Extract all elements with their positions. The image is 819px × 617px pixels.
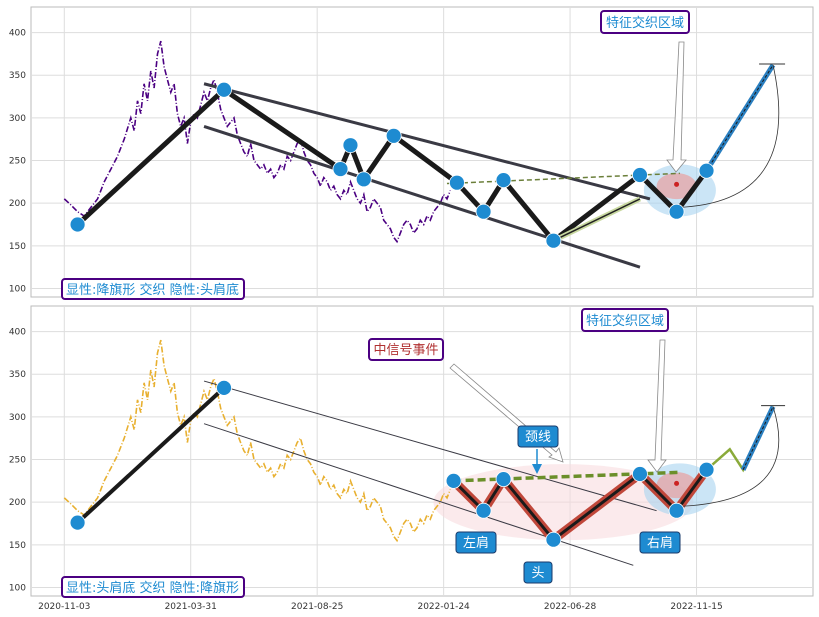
- lower-channel-line: [203, 423, 634, 566]
- y-tick-label: 250: [9, 456, 26, 466]
- intersection-dot: [674, 480, 680, 486]
- pattern-point: [698, 162, 715, 179]
- projection-arc: [676, 406, 780, 507]
- neckline: [453, 470, 680, 483]
- signal-event-box: [368, 338, 444, 361]
- x-tick-label: 2022-01-24: [417, 602, 470, 612]
- pattern-point: [445, 472, 462, 489]
- pattern-point: [475, 203, 492, 220]
- projection-dash: [742, 406, 774, 470]
- annotation-label: 特征交织区域: [606, 15, 684, 31]
- y-tick-label: 400: [9, 328, 26, 338]
- zone-arrow: [647, 339, 667, 473]
- pattern-point: [495, 172, 512, 189]
- annotation-label: 特征交织区域: [586, 313, 664, 329]
- pattern-point: [495, 471, 512, 488]
- pattern-point: [355, 171, 372, 188]
- projection-dash: [706, 64, 774, 172]
- pattern-point: [385, 127, 402, 144]
- intersection-dot: [674, 181, 680, 187]
- x-tick-label: 2021-03-31: [165, 602, 217, 612]
- projection-arc: [676, 64, 780, 208]
- pattern-point: [545, 232, 562, 249]
- neckline-callout: [517, 425, 559, 448]
- pattern-point: [632, 167, 648, 183]
- y-tick-label: 100: [9, 284, 26, 294]
- event-box: [61, 576, 245, 598]
- pattern-point: [632, 466, 648, 482]
- y-tick-label: 400: [9, 29, 26, 39]
- y-tick-label: 250: [9, 157, 26, 167]
- plot-area: [30, 6, 814, 298]
- pattern-point: [668, 203, 685, 220]
- y-tick-label: 350: [9, 370, 26, 380]
- left-shoulder-callout: [455, 531, 497, 554]
- event-box: [61, 278, 245, 300]
- x-tick-label: 2022-11-15: [670, 602, 722, 612]
- annotation-box: [581, 308, 669, 332]
- upper-channel-line: [203, 82, 651, 201]
- head-label: 头: [531, 566, 544, 581]
- pattern-point: [69, 216, 86, 233]
- y-tick-label: 350: [9, 71, 26, 81]
- x-tick-label: 2020-11-03: [38, 602, 90, 612]
- y-tick-label: 150: [9, 541, 26, 551]
- event-label: 显性:降旗形 交织 隐性:头肩底: [66, 282, 239, 298]
- pattern-point: [342, 137, 359, 154]
- flag-pole-line: [76, 386, 226, 525]
- pattern-point: [668, 502, 685, 519]
- y-tick-label: 150: [9, 242, 26, 252]
- pattern-point: [69, 514, 86, 531]
- right-shoulder-label: 右肩: [647, 535, 673, 551]
- x-tick-label: 2022-06-28: [544, 602, 597, 612]
- right-shoulder-callout: [639, 531, 681, 554]
- neck-arrow-head: [532, 464, 542, 474]
- price-series-line: [63, 40, 452, 244]
- y-tick-label: 300: [9, 114, 26, 124]
- annotation-box: [600, 10, 690, 34]
- y-tick-label: 100: [9, 583, 26, 593]
- left-shoulder-label: 左肩: [463, 535, 489, 551]
- pattern-point: [216, 379, 232, 396]
- y-tick-label: 200: [9, 498, 26, 508]
- lower-channel-line: [203, 124, 641, 269]
- pattern-point: [216, 81, 232, 98]
- neckline-label: 颈线: [525, 430, 551, 445]
- price-series-line: [63, 339, 452, 543]
- y-tick-label: 200: [9, 199, 26, 209]
- pattern-point: [475, 502, 492, 519]
- sub-channel-edge: [553, 198, 641, 242]
- pattern-point: [449, 174, 465, 191]
- event-label: 显性:头肩底 交织 隐性:降旗形: [66, 580, 239, 596]
- pattern-point: [545, 531, 562, 548]
- signal-event-label: 中信号事件: [373, 343, 438, 358]
- head-callout: [523, 561, 553, 584]
- pattern-point: [698, 461, 715, 478]
- upper-channel-line: [203, 380, 657, 512]
- y-tick-label: 300: [9, 413, 26, 423]
- x-tick-label: 2021-08-25: [291, 602, 343, 612]
- bottom-panel: 100 150 200 250 300 350 400 2020-11-03 2021-03-3…: [9, 305, 814, 612]
- pattern-point: [332, 161, 349, 177]
- breakout-core: [675, 468, 708, 512]
- annotation-arrow: [666, 41, 687, 173]
